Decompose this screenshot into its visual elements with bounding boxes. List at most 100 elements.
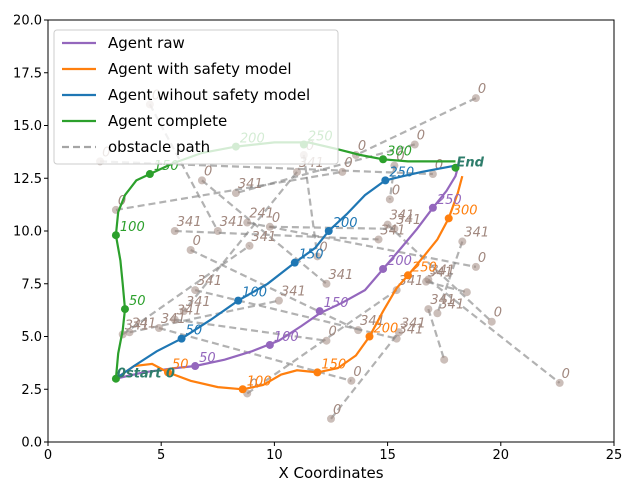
obstacle-label-23-end: 0	[328, 325, 336, 340]
series-line-agent_safety	[115, 175, 464, 391]
series-label-agent_raw-0: 50	[199, 351, 216, 366]
series-marker-agent_safety-5	[444, 214, 453, 223]
endpoint-label-1: End	[457, 156, 485, 171]
x-tick-label-3: 15	[379, 448, 396, 463]
obstacle-marker-6-end	[179, 307, 188, 316]
series-marker-agent_without-2	[290, 258, 299, 267]
obstacle-marker-6-start	[293, 167, 302, 176]
obstacle-label-13-end: 0	[494, 306, 502, 321]
obstacle-marker-10-start	[265, 222, 274, 231]
series-label-agent_complete-1: 100	[120, 220, 145, 235]
series-label-agent_complete-5: 300	[387, 144, 412, 159]
obstacle-path-8	[190, 248, 359, 332]
series-line-agent_without	[115, 164, 456, 380]
series-label-agent_safety-5: 300	[453, 203, 478, 218]
obstacle-marker-11-start	[390, 161, 399, 170]
obstacle-marker-15-start	[458, 237, 467, 246]
y-tick-label-2: 5.0	[21, 330, 42, 345]
obstacle-path-6	[182, 171, 298, 312]
obstacle-marker-5-start	[197, 176, 206, 185]
obstacle-label-8-start: 0	[193, 234, 201, 249]
legend-label-agent_without: Agent wihout safety model	[108, 86, 310, 104]
series-marker-agent_raw-3	[379, 264, 388, 273]
obstacle-label-22-start: 0	[333, 403, 341, 418]
obstacle-path-4	[115, 170, 343, 211]
obstacle-marker-0-start	[471, 94, 480, 103]
obstacle-label-19-end: 341	[399, 323, 424, 338]
obstacle-label-15-start: 341	[464, 226, 489, 241]
obstacle-marker-18-end	[347, 376, 356, 385]
obstacle-label-11-start: 0	[396, 150, 404, 165]
y-tick-label-0: 0.0	[21, 436, 42, 451]
legend-label-agent_raw: Agent raw	[108, 34, 185, 52]
obstacle-marker-12-end	[313, 252, 322, 261]
legend: Agent raw Agent with safety model Agent wi…	[53, 29, 339, 165]
obstacle-marker-9-end	[471, 262, 480, 271]
obstacle-label-14-end: 0	[562, 367, 570, 382]
obstacle-marker-10-end	[390, 224, 399, 233]
series-layer	[111, 140, 464, 394]
obstacle-label-10-start: 0	[272, 211, 280, 226]
obstacle-label-1-end: 341	[238, 177, 263, 192]
obstacle-marker-11-end	[385, 195, 394, 204]
legend-box	[53, 29, 339, 165]
endpoint-marker-0	[111, 374, 120, 383]
series-line-agent_complete	[114, 141, 456, 379]
y-tick-label-6: 15.0	[13, 119, 42, 134]
obstacle-label-3-end: 0	[435, 158, 443, 173]
obstacle-marker-17-end	[274, 296, 283, 305]
x-tick-label-2: 10	[266, 448, 283, 463]
x-axis: 0 5 10 15 20 25	[44, 442, 622, 463]
obstacle-path-19	[194, 289, 397, 340]
obstacle-marker-16-end	[440, 355, 449, 364]
obstacle-marker-22-end	[394, 328, 403, 337]
obstacle-marker-20-end	[245, 241, 254, 250]
obstacle-path-14	[427, 278, 561, 384]
series-marker-agent_without-1	[234, 296, 243, 305]
obstacle-label-9-end: 0	[478, 251, 486, 266]
obstacle-marker-13-start	[383, 220, 392, 229]
series-marker-agent_complete-5	[379, 155, 388, 164]
series-marker-agent_complete-1	[111, 231, 120, 240]
obstacle-path-23	[174, 318, 327, 342]
legend-label-obstacle: obstacle path	[108, 138, 210, 156]
obstacle-path-13	[386, 223, 493, 323]
series-label-agent_without-0: 50	[186, 324, 203, 339]
obstacle-label-4-end: 0	[344, 156, 352, 171]
endpoint-label-0: 0start 0	[117, 367, 175, 382]
endpoint-marker-1	[451, 163, 460, 172]
obstacle-label-15-end: 341	[439, 297, 464, 312]
series-label-agent_safety-4: 250	[412, 260, 437, 275]
x-tick-label-0: 0	[44, 448, 52, 463]
obstacle-marker-7-start	[170, 227, 179, 235]
series-marker-agent_safety-0	[163, 368, 172, 377]
obstacle-marker-22-start	[327, 414, 335, 423]
series-marker-agent_without-0	[177, 334, 186, 343]
series-marker-agent_without-4	[381, 176, 390, 185]
obstacle-label-19-start: 341	[197, 274, 222, 289]
series-marker-agent_safety-4	[403, 271, 412, 280]
obstacle-marker-24-end	[462, 288, 471, 297]
y-tick-label-5: 12.5	[13, 172, 42, 187]
series-marker-agent_raw-0	[191, 362, 200, 371]
y-tick-label-3: 7.5	[21, 277, 42, 292]
obstacle-marker-3-end	[428, 170, 437, 179]
obstacle-marker-13-end	[487, 317, 496, 326]
obstacle-label-6-end: 341	[186, 295, 211, 310]
y-tick-label-7: 17.5	[13, 66, 42, 81]
obstacle-label-12-end: 0	[319, 240, 327, 255]
series-marker-agent_complete-0	[120, 305, 129, 314]
obstacle-label-11-end: 0	[392, 183, 400, 198]
obstacle-label-22-end: 341	[401, 316, 426, 331]
obstacle-marker-15-end	[433, 309, 442, 318]
obstacle-path-12	[302, 154, 319, 257]
series-marker-agent_safety-2	[313, 368, 322, 377]
series-marker-agent_raw-4	[428, 203, 437, 212]
series-label-agent_complete-0: 50	[129, 294, 146, 309]
y-axis: 0.0 2.5 5.0 7.5 10.0 12.5 15.0 17.5 20.0	[13, 14, 48, 451]
series-label-agent_without-1: 100	[242, 286, 267, 301]
series-label-agent_raw-2: 150	[324, 296, 349, 311]
obstacle-label-14-start: 341	[430, 264, 455, 279]
obstacle-marker-7-end	[374, 235, 383, 244]
obstacle-label-20-end: 341	[251, 230, 276, 245]
